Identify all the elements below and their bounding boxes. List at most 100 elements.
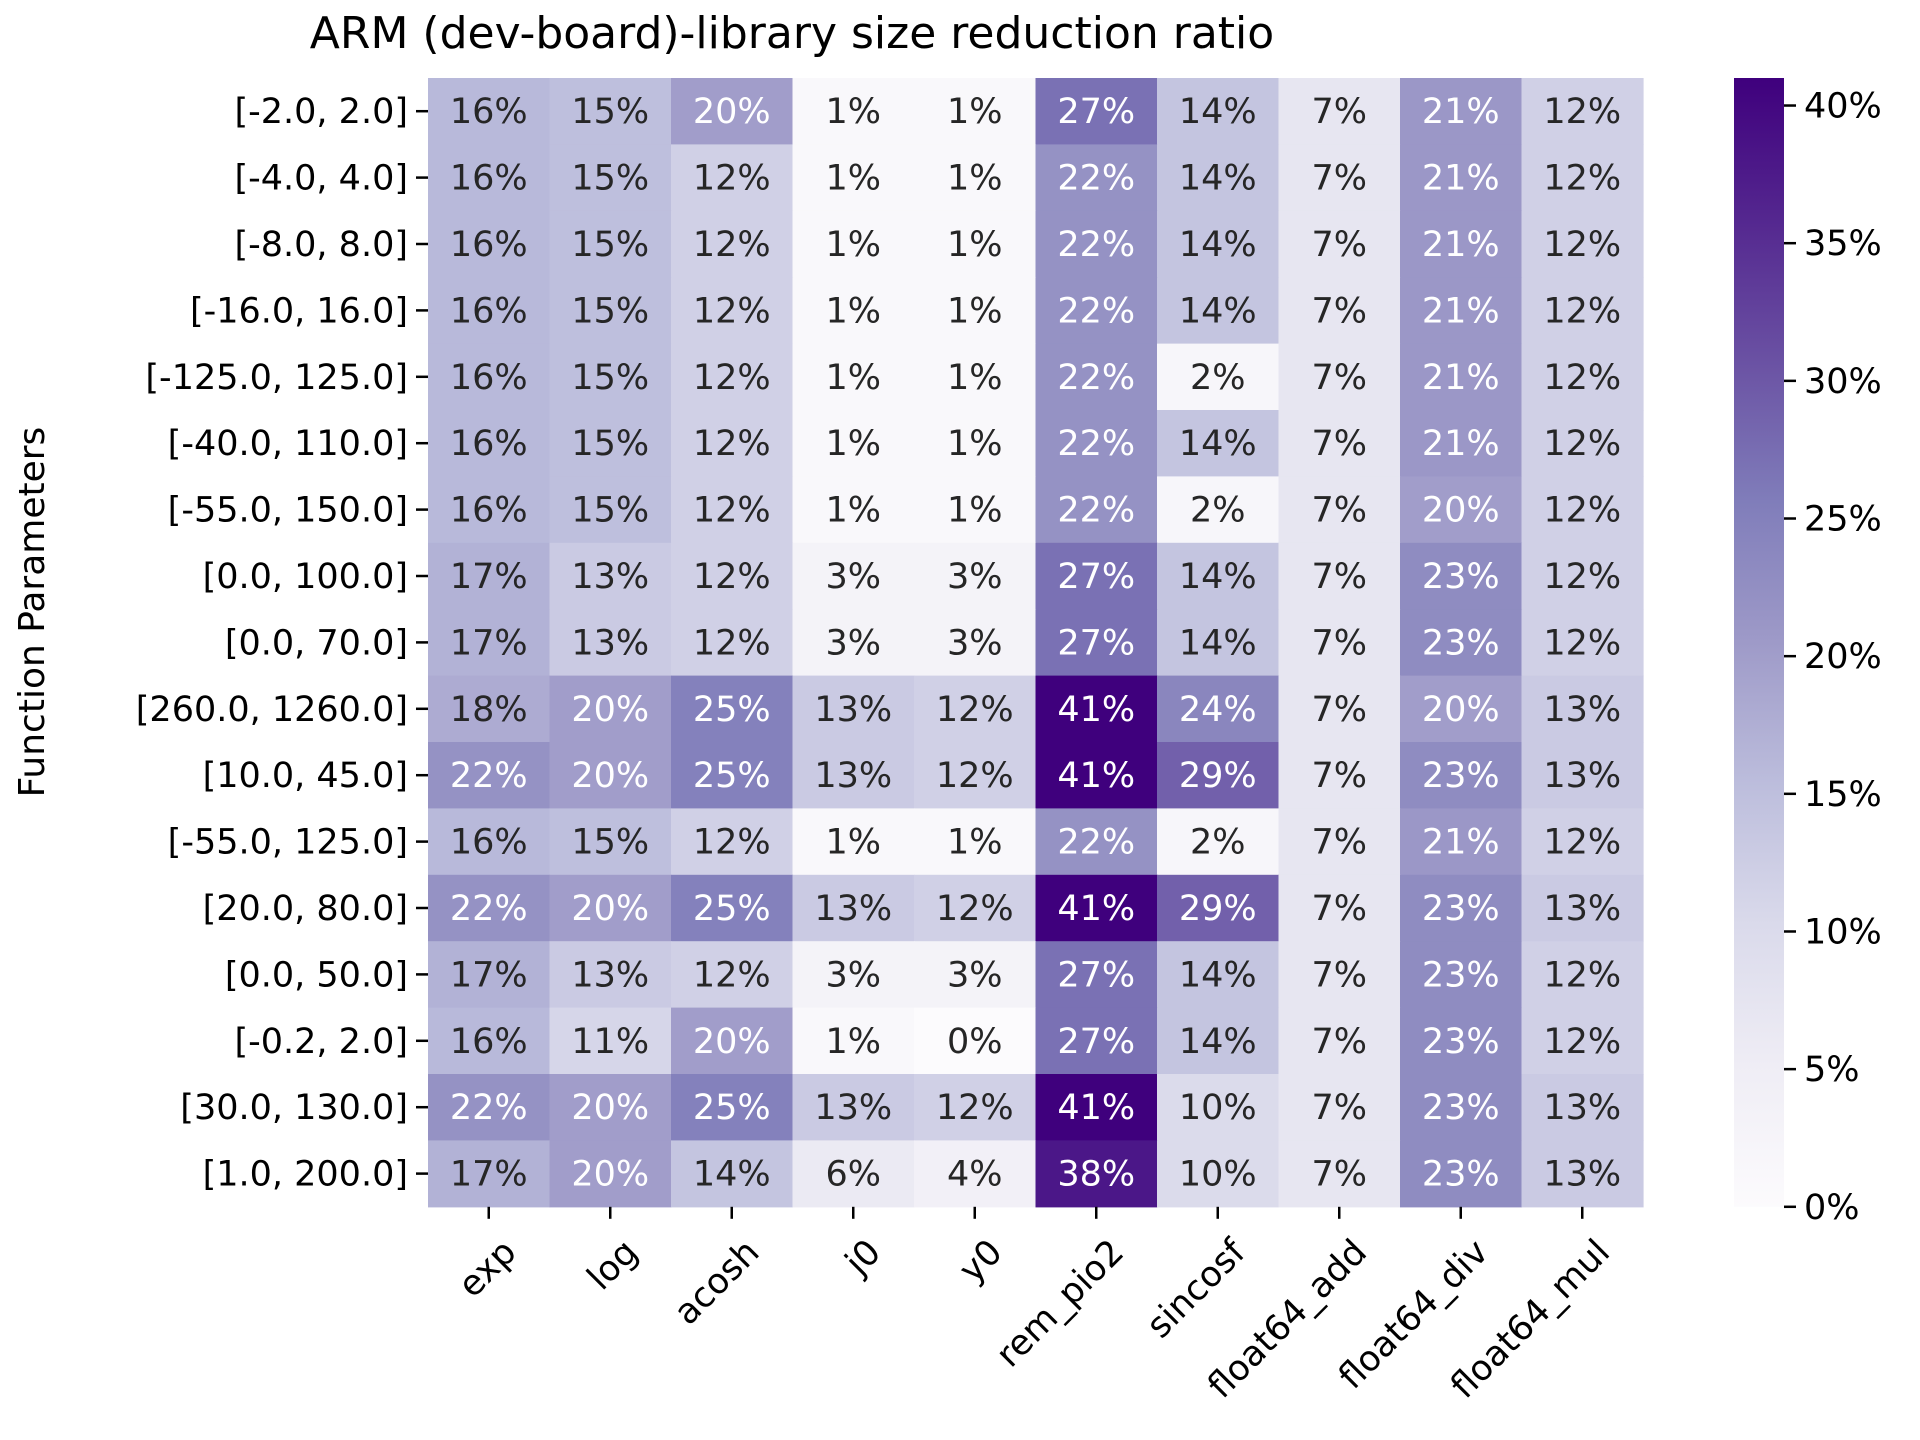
cell-value-label: 20%: [571, 889, 649, 929]
heatmap-cell: [1035, 277, 1158, 345]
heatmap-cell: [914, 742, 1037, 809]
cell-value-label: 12%: [1543, 424, 1621, 464]
heatmap-cell: [428, 410, 551, 477]
y-tick-label: [30.0, 130.0]: [180, 1088, 408, 1128]
heatmap-cell: [1035, 210, 1158, 278]
heatmap-cell: [549, 410, 672, 477]
heatmap-cell: [914, 542, 1037, 610]
cell-value-label: 16%: [450, 1022, 528, 1062]
cell-value-label: 12%: [936, 1088, 1014, 1128]
cell-value-label: 15%: [571, 291, 649, 331]
cell-value-label: 20%: [571, 1088, 649, 1128]
heatmap-cell: [428, 144, 551, 212]
heatmap-cell: [1278, 941, 1401, 1009]
cell-value-label: 4%: [947, 1155, 1003, 1195]
heatmap-cell: [1157, 210, 1280, 278]
colorbar-tick-label: 5%: [1804, 1050, 1860, 1090]
cell-value-label: 23%: [1422, 889, 1500, 929]
heatmap-cell: [1400, 410, 1523, 477]
heatmap-cell: [428, 277, 551, 345]
cell-value-label: 12%: [693, 823, 771, 863]
cell-value-label: 3%: [947, 623, 1003, 663]
colorbar-tick-label: 10%: [1804, 912, 1882, 952]
cell-value-label: 13%: [1543, 1155, 1621, 1195]
heatmap-cell: [1278, 210, 1401, 278]
heatmap-cell: [1035, 476, 1158, 544]
cell-value-label: 20%: [693, 1022, 771, 1062]
cell-value-label: 14%: [1179, 92, 1257, 132]
heatmap-cell: [549, 210, 672, 278]
heatmap-cell: [1400, 277, 1523, 345]
cell-value-label: 23%: [1422, 1088, 1500, 1128]
cell-value-label: 22%: [1057, 823, 1135, 863]
cell-value-label: 41%: [1057, 889, 1135, 929]
heatmap-cell: [1157, 1140, 1280, 1208]
heatmap-cell: [914, 476, 1037, 544]
heatmap-cell: [792, 874, 915, 942]
cell-value-label: 12%: [1543, 159, 1621, 199]
cell-value-label: 12%: [936, 756, 1014, 796]
heatmap-cell: [549, 941, 672, 1009]
cell-value-label: 7%: [1311, 623, 1367, 663]
heatmap-cell: [1157, 476, 1280, 544]
heatmap-cell: [671, 609, 794, 677]
heatmap-cell: [792, 542, 915, 610]
heatmap-cell: [1157, 1007, 1280, 1075]
cell-value-label: 21%: [1422, 823, 1500, 863]
cell-value-label: 10%: [1179, 1088, 1257, 1128]
heatmap-cell: [1521, 874, 1644, 942]
colorbar: [1734, 78, 1784, 1207]
cell-value-label: 13%: [814, 889, 892, 929]
heatmap-cell: [1035, 410, 1158, 477]
cell-value-label: 22%: [1057, 491, 1135, 531]
heatmap-cell: [1035, 742, 1158, 809]
y-tick-label: [260.0, 1260.0]: [136, 690, 408, 730]
cell-value-label: 14%: [1179, 424, 1257, 464]
heatmap-cell: [428, 1074, 551, 1141]
heatmap-cell: [1521, 343, 1644, 411]
cell-value-label: 20%: [1422, 491, 1500, 531]
cell-value-label: 13%: [571, 623, 649, 663]
heatmap-cell: [1278, 144, 1401, 212]
y-tick-label: [10.0, 45.0]: [203, 756, 408, 796]
heatmap-cell: [671, 210, 794, 278]
cell-value-label: 22%: [1057, 358, 1135, 398]
y-tick-label: [-40.0, 110.0]: [168, 424, 408, 464]
heatmap-cell: [1521, 808, 1644, 876]
heatmap-cell: [1521, 742, 1644, 809]
cell-value-label: 12%: [1543, 623, 1621, 663]
cell-value-label: 12%: [693, 358, 771, 398]
cell-value-label: 1%: [947, 424, 1003, 464]
cell-value-label: 25%: [693, 756, 771, 796]
heatmap-cell: [428, 1140, 551, 1208]
heatmap-cell: [792, 210, 915, 278]
cell-value-label: 14%: [1179, 291, 1257, 331]
cell-value-label: 2%: [1190, 358, 1246, 398]
cell-value-label: 21%: [1422, 424, 1500, 464]
heatmap-cell: [1035, 1074, 1158, 1141]
cell-value-label: 3%: [825, 955, 881, 995]
heatmap-cell: [428, 78, 551, 145]
heatmap-cell: [792, 609, 915, 677]
cell-value-label: 7%: [1311, 690, 1367, 730]
cell-value-label: 16%: [450, 291, 528, 331]
heatmap-cell: [1157, 144, 1280, 212]
heatmap-cell: [549, 742, 672, 809]
cell-value-label: 22%: [1057, 291, 1135, 331]
y-tick-label: [-16.0, 16.0]: [190, 291, 408, 331]
cell-value-label: 17%: [450, 557, 528, 597]
cell-value-label: 7%: [1311, 424, 1367, 464]
heatmap-cell: [914, 1074, 1037, 1141]
heatmap-cell: [792, 78, 915, 145]
cell-value-label: 15%: [571, 823, 649, 863]
cell-value-label: 1%: [825, 291, 881, 331]
heatmap-cell: [671, 1074, 794, 1141]
cell-value-label: 27%: [1057, 1022, 1135, 1062]
cell-value-label: 15%: [571, 159, 649, 199]
heatmap-cell: [1278, 1007, 1401, 1075]
cell-value-label: 27%: [1057, 92, 1135, 132]
colorbar-tick-label: 15%: [1804, 775, 1882, 815]
cell-value-label: 10%: [1179, 1155, 1257, 1195]
cell-value-label: 12%: [1543, 955, 1621, 995]
